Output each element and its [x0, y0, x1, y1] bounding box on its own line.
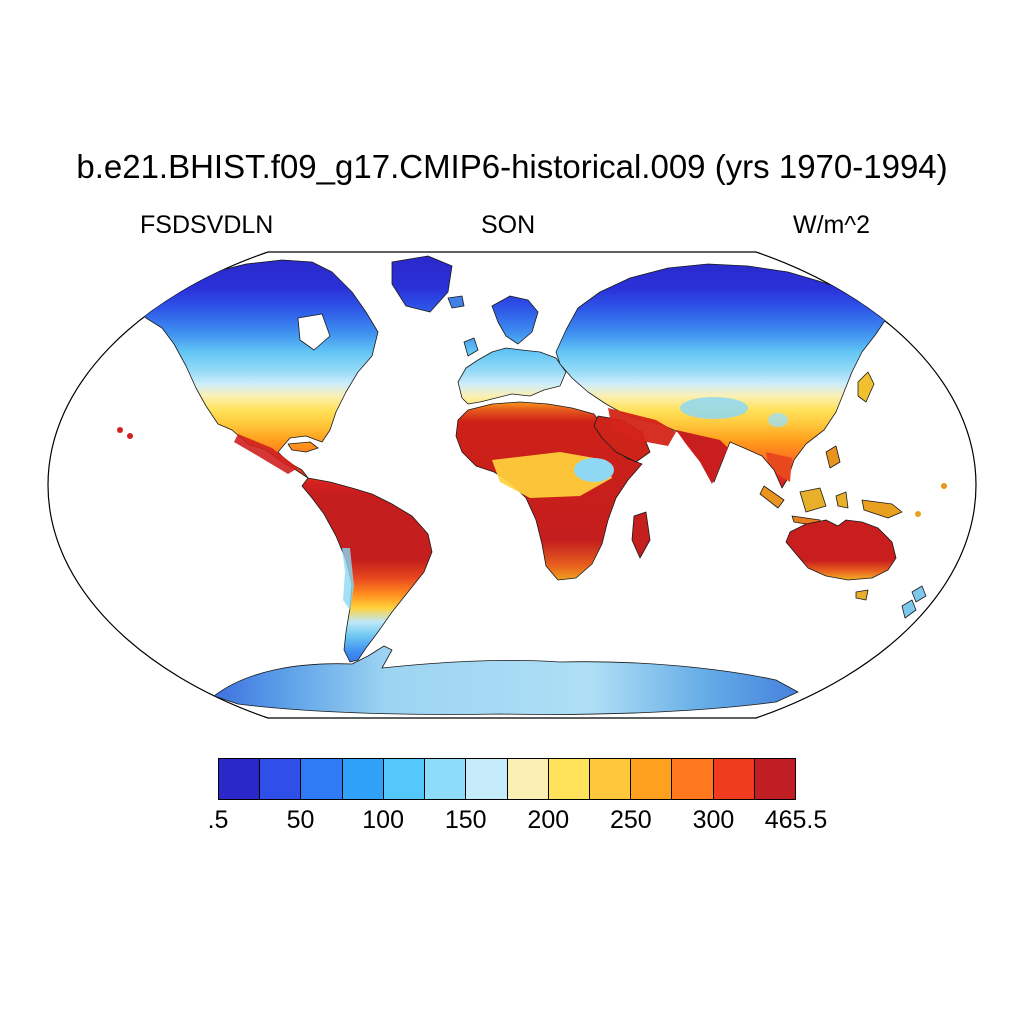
- colorbar-tick-label: 250: [609, 806, 652, 834]
- sichuan-cool-patch: [768, 413, 788, 427]
- island-greenland: [391, 255, 453, 313]
- region-iran-red-patch: [608, 408, 676, 446]
- east-africa-cool-patch: [574, 458, 614, 482]
- island-sumatra: [759, 485, 785, 509]
- island-new-zealand-south: [901, 599, 917, 619]
- island-solomons: [915, 511, 921, 517]
- colorbar-tick-label: 100: [362, 806, 404, 834]
- island-madagascar: [631, 511, 651, 559]
- colorbar-cell: [589, 759, 632, 799]
- colorbar-tick-label: 300: [692, 806, 735, 834]
- island-pacific-speck: [941, 483, 947, 489]
- colorbar-tick-label: 465.5: [764, 806, 828, 834]
- island-cuba: [287, 441, 319, 453]
- colorbar-cell: [672, 759, 714, 799]
- units-label: W/m^2: [793, 211, 871, 239]
- colorbar-tick-label: 50: [286, 806, 315, 834]
- continent-antarctica: [213, 645, 799, 715]
- island-philippines: [825, 445, 841, 469]
- colorbar-cell: [301, 759, 343, 799]
- island-iceland: [447, 295, 465, 309]
- island-sulawesi: [835, 491, 849, 509]
- island-new-zealand-north: [911, 585, 927, 603]
- colorbar-cell: [219, 759, 261, 799]
- mexico-red-patch: [234, 434, 298, 474]
- tibet-cool-patch: [680, 397, 748, 419]
- colorbar-tick-label: 150: [444, 806, 487, 834]
- island-japan: [857, 371, 875, 403]
- variable-label: FSDSVDLN: [140, 211, 274, 239]
- continent-south-america: [301, 477, 433, 663]
- island-hawaii-2: [127, 433, 133, 439]
- colorbar-cell: [507, 759, 549, 799]
- season-label: SON: [481, 211, 536, 239]
- island-britain: [463, 337, 479, 357]
- island-new-guinea: [861, 499, 903, 519]
- island-tasmania: [855, 589, 869, 601]
- colorbar-ticks: .5 50 100 150 200 250 300 465.5: [208, 806, 828, 836]
- plot-title: b.e21.BHIST.f09_g17.CMIP6-historical.009…: [76, 148, 948, 185]
- island-borneo: [799, 487, 827, 513]
- region-indochina-patch: [766, 452, 792, 482]
- colorbar-cell: [548, 759, 590, 799]
- region-india-red-patch: [676, 430, 728, 484]
- colorbar-tick-label: 200: [527, 806, 570, 834]
- colorbar-cell: [383, 759, 426, 799]
- region-scandinavia: [491, 295, 539, 345]
- colorbar-swatches: [218, 758, 796, 800]
- hudson-bay: [297, 313, 331, 351]
- andes-cool-strip: [342, 548, 354, 610]
- colorbar-cell: [713, 759, 755, 799]
- continent-australia: [785, 519, 897, 581]
- colorbar-cell: [260, 759, 302, 799]
- colorbar-cell: [631, 759, 673, 799]
- colorbar-tick-label: .5: [207, 806, 229, 834]
- colorbar-cell: [466, 759, 508, 799]
- island-hawaii: [117, 427, 123, 433]
- colorbar-cell: [425, 759, 467, 799]
- colorbar-cell: [342, 759, 384, 799]
- colorbar-cell: [754, 759, 796, 799]
